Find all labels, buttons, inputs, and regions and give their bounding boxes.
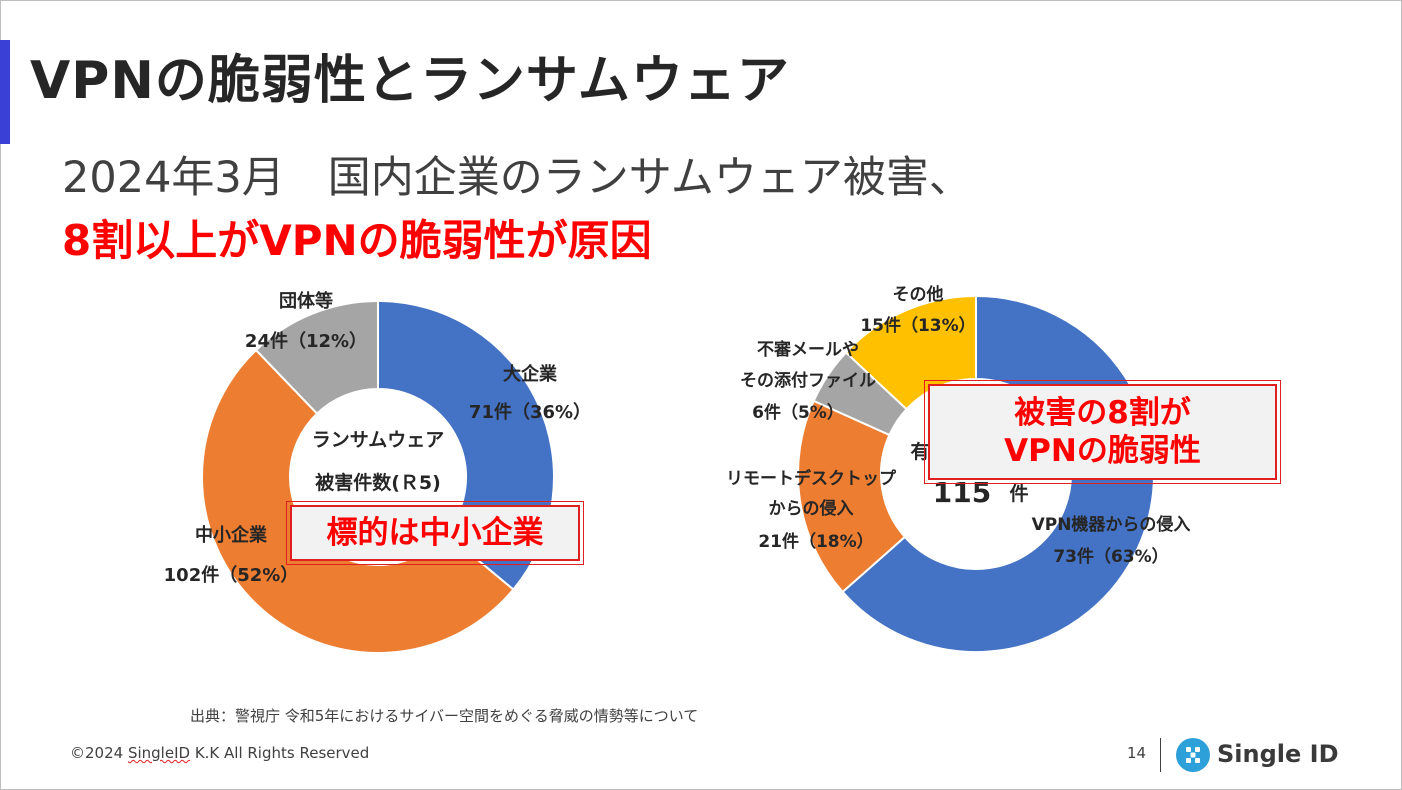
slice-label-email-2: その添付ファイル <box>740 370 876 391</box>
donut2-slice-3 <box>844 294 977 411</box>
donut1-center-label-1: ランサムウェア <box>312 429 445 451</box>
donut2-center-unit: 件 <box>1009 482 1028 505</box>
slice-value-sme: 102件（52%） <box>164 564 299 586</box>
slice-label-organizations: 団体等 <box>279 290 333 312</box>
slice-value-other: 15件（13%） <box>860 315 975 336</box>
slice-label-rdp-2: からの侵入 <box>769 498 854 519</box>
copyright-brand: SingleID <box>127 744 191 762</box>
callout-vpn-line-2: VPNの脆弱性 <box>1004 433 1201 469</box>
subtitle-line-1: 2024年3月 国内企業のランサムウェア被害、 <box>62 153 972 203</box>
copyright-prefix: ©2024 <box>70 744 128 762</box>
single-id-logo-text: Single ID <box>1217 740 1339 768</box>
donut2-slice-1 <box>797 399 907 594</box>
footer-divider <box>1160 738 1161 772</box>
donut1-slice-2 <box>254 299 379 415</box>
donut2-center-total: 115 <box>933 476 991 509</box>
slice-value-organizations: 24件（12%） <box>245 330 367 352</box>
slice-label-other: その他 <box>893 284 944 305</box>
subtitle-line-2: 8割以上がVPNの脆弱性が原因 <box>62 216 652 265</box>
slice-label-large-enterprise: 大企業 <box>503 363 558 385</box>
callout-target-sme: 標的は中小企業 <box>286 501 584 565</box>
copyright: ©2024 SingleID K.K All Rights Reserved <box>70 744 369 762</box>
slice-value-rdp: 21件（18%） <box>758 531 873 552</box>
slice-value-vpn: 73件（63%） <box>1053 546 1168 567</box>
slice-value-email: 6件（5%） <box>752 402 844 423</box>
slice-value-large-enterprise: 71件（36%） <box>469 401 591 423</box>
title-accent-bar <box>0 40 10 144</box>
slice-label-rdp-1: リモートデスクトップ <box>726 468 897 489</box>
callout-vpn-line-1: 被害の8割が <box>1014 395 1191 431</box>
slide-title: VPNの脆弱性とランサムウェア <box>30 51 790 111</box>
single-id-logo-icon <box>1176 738 1210 772</box>
callout-vpn-share: 被害の8割が VPNの脆弱性 <box>924 380 1281 484</box>
donut1-center-label-2: 被害件数(Ｒ5) <box>315 471 441 494</box>
slice-label-vpn: VPN機器からの侵入 <box>1032 514 1191 535</box>
slice-label-email-1: 不審メールや <box>757 339 859 360</box>
source-citation: 出典：警視庁 令和5年におけるサイバー空間をめぐる脅威の情勢等について <box>190 707 699 725</box>
slice-label-sme: 中小企業 <box>195 524 268 546</box>
copyright-suffix: K.K All Rights Reserved <box>190 744 370 762</box>
page-number: 14 <box>1127 744 1147 762</box>
donut2-center-label-1: 有 <box>910 440 929 463</box>
